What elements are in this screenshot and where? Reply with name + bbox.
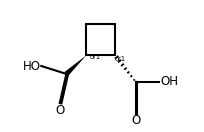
Text: HO: HO	[23, 60, 41, 72]
Text: or1: or1	[90, 54, 101, 60]
Text: or1: or1	[114, 56, 125, 62]
Polygon shape	[64, 55, 86, 76]
Text: O: O	[131, 114, 140, 127]
Text: OH: OH	[160, 75, 178, 88]
Text: O: O	[55, 104, 64, 117]
